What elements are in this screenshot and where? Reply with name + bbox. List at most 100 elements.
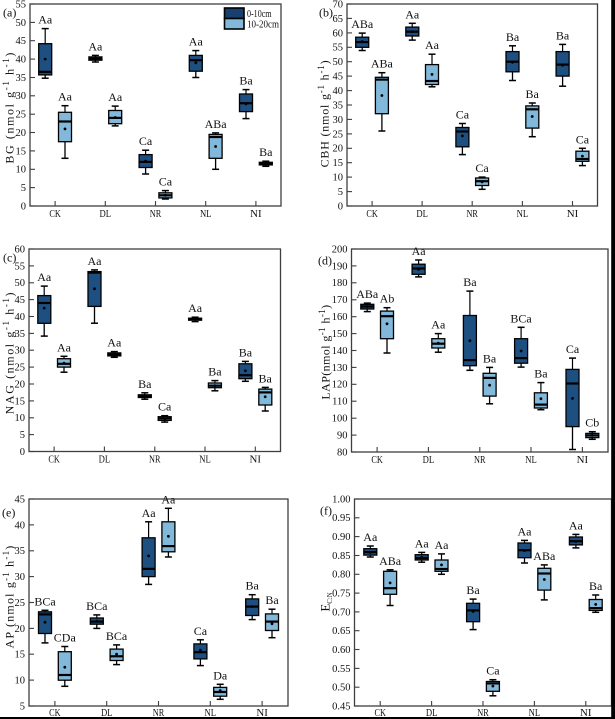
svg-text:DL: DL	[100, 209, 112, 220]
svg-text:50: 50	[15, 278, 26, 289]
svg-text:70: 70	[333, 0, 344, 10]
svg-text:ABa: ABa	[205, 117, 228, 131]
svg-text:Ba: Ba	[589, 579, 603, 593]
svg-text:BCa: BCa	[86, 599, 108, 613]
svg-text:0-10cm: 0-10cm	[247, 9, 272, 20]
svg-text:NR: NR	[153, 708, 165, 719]
svg-text:20: 20	[333, 144, 344, 155]
svg-text:Aa: Aa	[415, 536, 430, 550]
svg-text:45: 45	[16, 36, 27, 47]
svg-text:15: 15	[16, 146, 27, 157]
svg-text:0.80: 0.80	[332, 570, 350, 581]
svg-text:Ca: Ca	[566, 342, 580, 356]
svg-text:ABa: ABa	[379, 554, 402, 568]
svg-text:10: 10	[15, 676, 26, 687]
svg-text:Aa: Aa	[142, 506, 157, 520]
svg-text:NI: NI	[256, 708, 268, 719]
svg-text:LAP(nmol g-1 h-1): LAP(nmol g-1 h-1)	[317, 304, 333, 399]
svg-text:0: 0	[338, 201, 343, 212]
svg-text:50: 50	[333, 57, 344, 68]
svg-text:Ca: Ca	[486, 664, 500, 678]
svg-text:Aa: Aa	[38, 13, 53, 27]
svg-text:NI: NI	[250, 209, 262, 220]
svg-text:0.75: 0.75	[332, 589, 350, 600]
svg-text:CK: CK	[49, 708, 61, 719]
svg-text:DL: DL	[101, 708, 113, 719]
svg-text:Ba: Ba	[466, 583, 480, 597]
svg-text:1.00: 1.00	[332, 494, 350, 505]
svg-text:Aa: Aa	[57, 340, 72, 354]
svg-text:130: 130	[332, 363, 348, 374]
svg-text:10-20cm: 10-20cm	[247, 20, 279, 31]
svg-text:25: 25	[333, 129, 344, 140]
svg-text:10: 10	[333, 173, 344, 184]
svg-text:35: 35	[15, 546, 26, 557]
svg-text:30: 30	[333, 115, 344, 126]
svg-text:NI: NI	[577, 455, 589, 466]
svg-text:Aa: Aa	[58, 90, 73, 104]
svg-text:Ba: Ba	[526, 87, 540, 101]
svg-text:CK: CK	[366, 209, 378, 220]
svg-text:60: 60	[333, 28, 344, 39]
svg-text:55: 55	[16, 0, 27, 10]
svg-text:25: 25	[16, 110, 27, 121]
svg-text:55: 55	[15, 261, 26, 272]
svg-text:40: 40	[333, 86, 344, 97]
svg-text:0: 0	[21, 201, 26, 212]
svg-text:0.90: 0.90	[332, 532, 350, 543]
svg-text:AP (nmol g-1 h-1): AP (nmol g-1 h-1)	[1, 545, 17, 649]
svg-text:ABa: ABa	[371, 57, 394, 71]
svg-text:DL: DL	[416, 209, 428, 220]
svg-text:CK: CK	[374, 708, 386, 719]
svg-text:Aa: Aa	[363, 530, 378, 544]
svg-text:Aa: Aa	[188, 301, 203, 315]
svg-text:0.50: 0.50	[332, 683, 350, 694]
svg-text:Ca: Ca	[158, 400, 172, 414]
svg-text:(a): (a)	[3, 6, 16, 20]
svg-text:BCa: BCa	[510, 311, 532, 325]
svg-text:15: 15	[333, 158, 344, 169]
svg-text:45: 45	[15, 494, 26, 505]
svg-text:0.70: 0.70	[332, 607, 350, 618]
svg-text:10: 10	[16, 165, 27, 176]
svg-text:DL: DL	[99, 455, 111, 466]
svg-text:40: 40	[15, 312, 26, 323]
svg-text:Da: Da	[213, 668, 228, 682]
svg-text:Aa: Aa	[161, 492, 176, 506]
svg-text:(b): (b)	[319, 6, 333, 20]
svg-text:Aa: Aa	[88, 39, 103, 53]
svg-text:BCa: BCa	[106, 629, 128, 643]
svg-text:15: 15	[15, 650, 26, 661]
svg-text:Ab: Ab	[380, 292, 395, 306]
svg-text:Ba: Ba	[534, 367, 548, 381]
svg-text:Ba: Ba	[506, 30, 520, 44]
svg-text:Aa: Aa	[569, 518, 584, 532]
svg-text:(c): (c)	[3, 251, 16, 265]
svg-text:0.45: 0.45	[332, 701, 350, 712]
svg-text:25: 25	[15, 598, 26, 609]
svg-text:ABa: ABa	[356, 287, 379, 301]
svg-text:15: 15	[15, 396, 26, 407]
svg-text:40: 40	[15, 520, 26, 531]
svg-text:150: 150	[332, 329, 348, 340]
svg-text:CK: CK	[48, 455, 60, 466]
svg-text:Aa: Aa	[189, 35, 204, 49]
svg-text:200: 200	[332, 244, 348, 255]
svg-text:NI: NI	[567, 209, 579, 220]
svg-text:180: 180	[332, 278, 348, 289]
svg-text:CDa: CDa	[54, 631, 77, 645]
svg-text:35: 35	[16, 73, 27, 84]
svg-text:Ba: Ba	[246, 579, 260, 593]
svg-text:60: 60	[15, 244, 26, 255]
svg-text:Ba: Ba	[265, 593, 279, 607]
svg-text:Aa: Aa	[435, 538, 450, 552]
svg-text:45: 45	[15, 295, 26, 306]
svg-text:100: 100	[332, 414, 348, 425]
svg-text:160: 160	[332, 312, 348, 323]
svg-text:Ca: Ca	[194, 624, 208, 638]
svg-text:5: 5	[21, 183, 26, 194]
svg-text:30: 30	[15, 346, 26, 357]
svg-text:Ba: Ba	[259, 145, 273, 159]
svg-text:Ca: Ca	[159, 175, 173, 189]
svg-text:0.60: 0.60	[332, 645, 350, 656]
